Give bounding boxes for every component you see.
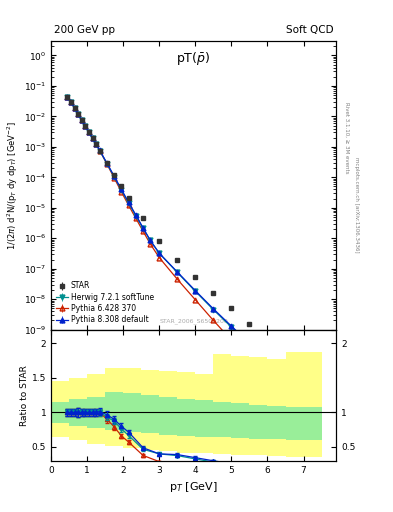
Text: Soft QCD: Soft QCD [286,25,333,35]
Legend: STAR, Herwig 7.2.1 softTune, Pythia 6.428 370, Pythia 8.308 default: STAR, Herwig 7.2.1 softTune, Pythia 6.42… [55,280,156,326]
Text: STAR_2006_S6500200: STAR_2006_S6500200 [159,318,228,324]
X-axis label: p$_T$ [GeV]: p$_T$ [GeV] [169,480,218,494]
Text: 200 GeV pp: 200 GeV pp [54,25,115,35]
Y-axis label: Ratio to STAR: Ratio to STAR [20,365,29,425]
Text: mcplots.cern.ch [arXiv:1306.3436]: mcplots.cern.ch [arXiv:1306.3436] [354,157,359,252]
Text: Rivet 3.1.10, ≥ 3M events: Rivet 3.1.10, ≥ 3M events [344,102,349,174]
Text: pT($\bar{p}$): pT($\bar{p}$) [176,50,211,67]
Y-axis label: 1/(2$\pi$) d$^2$N/(p$_T$ dy dp$_T$) [GeV$^{-2}$]: 1/(2$\pi$) d$^2$N/(p$_T$ dy dp$_T$) [GeV… [5,121,20,250]
